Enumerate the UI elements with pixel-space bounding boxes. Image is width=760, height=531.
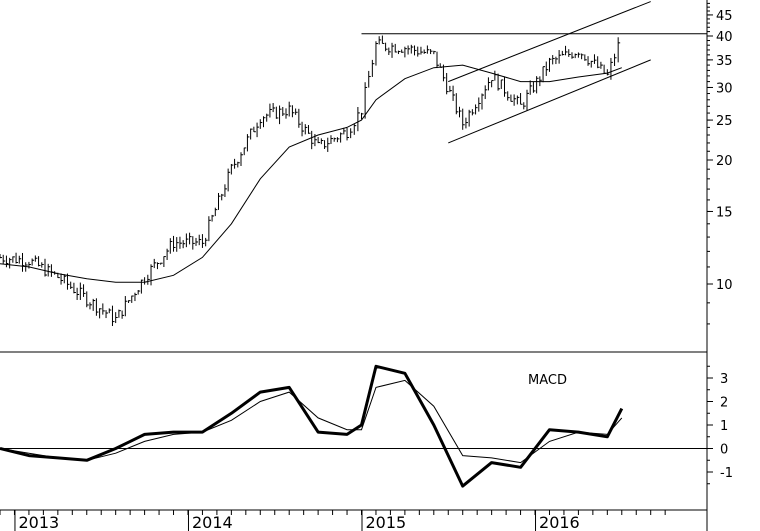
year-label: 2013	[18, 513, 59, 531]
macd-tick-label: 2	[720, 396, 728, 411]
lower-channel-line	[448, 59, 651, 144]
upper-channel-line	[448, 1, 651, 83]
price-tick-label: 45	[716, 9, 733, 24]
year-label: 2015	[366, 513, 407, 531]
price-tick-label: 10	[716, 278, 733, 293]
price-tick-label: 20	[716, 154, 733, 169]
macd-line	[0, 364, 624, 488]
macd-tick-label: 3	[720, 372, 728, 387]
price-tick-label: 15	[716, 205, 733, 220]
macd-tick-label: 0	[720, 443, 728, 458]
price-tick-label: 30	[716, 81, 733, 96]
moving-average-line	[0, 64, 622, 283]
macd-tick-label: 1	[720, 419, 728, 434]
macd-tick-label: -1	[720, 466, 733, 481]
year-label: 2014	[192, 513, 233, 531]
price-tick-label: 25	[716, 114, 733, 129]
macd-annotation: MACD	[528, 373, 567, 388]
price-tick-label: 35	[716, 54, 733, 69]
price-tick-label: 40	[716, 30, 733, 45]
year-label: 2016	[539, 513, 580, 531]
